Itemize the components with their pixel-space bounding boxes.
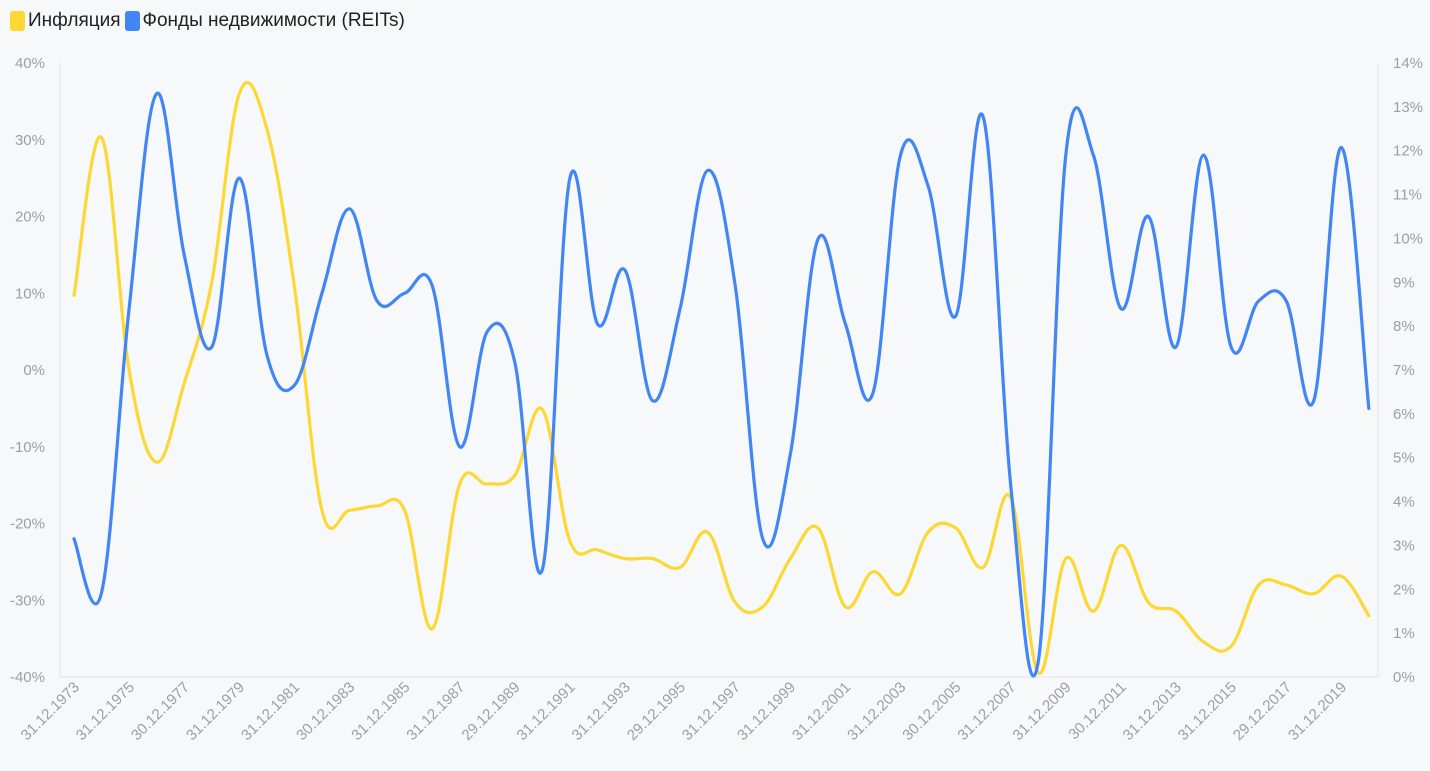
- y-right-tick-label: 2%: [1393, 581, 1415, 598]
- y-right-tick-label: 6%: [1393, 406, 1415, 423]
- legend: Инфляция Фонды недвижимости (REITs): [10, 10, 409, 32]
- x-tick-label: 31.12.1987: [403, 679, 468, 744]
- x-tick-label: 31.12.2007: [954, 679, 1019, 744]
- series-line-reits: [72, 92, 1371, 678]
- y-right-tick-label: 9%: [1393, 274, 1415, 291]
- legend-item-inflation[interactable]: Инфляция: [10, 10, 121, 32]
- y-left-tick-label: -30%: [10, 592, 45, 609]
- y-left-tick-label: 0%: [23, 362, 45, 379]
- y-right-tick-label: 12%: [1393, 143, 1423, 160]
- y-right-tick-label: 14%: [1393, 55, 1423, 72]
- x-tick-label: 31.12.2019: [1285, 679, 1350, 744]
- x-tick-label: 31.12.1975: [73, 679, 138, 744]
- x-tick-label: 30.12.2005: [899, 679, 964, 744]
- x-tick-label: 31.12.1981: [238, 679, 303, 744]
- x-tick-label: 31.12.1997: [679, 679, 744, 744]
- legend-swatch-reits: [124, 11, 140, 31]
- x-tick-label: 30.12.1983: [293, 679, 358, 744]
- y-right-tick-label: 13%: [1393, 99, 1423, 116]
- x-tick-label: 31.12.2013: [1120, 679, 1185, 744]
- y-left-tick-label: 20%: [15, 209, 45, 226]
- y-right-tick-label: 11%: [1393, 187, 1422, 204]
- x-tick-label: 31.12.1973: [18, 679, 83, 744]
- legend-swatch-inflation: [10, 11, 25, 31]
- y-right-tick-label: 3%: [1393, 537, 1415, 554]
- y-right-tick-label: 5%: [1393, 450, 1415, 467]
- series-line-inflation: [72, 80, 1371, 675]
- y-right-tick-label: 8%: [1393, 318, 1415, 335]
- series-layer: [72, 80, 1371, 678]
- y-left-tick-label: -40%: [10, 669, 45, 686]
- x-tick-label: 29.12.1995: [624, 679, 689, 744]
- x-tick-label: 31.12.2001: [789, 679, 854, 744]
- y-left-tick-label: -20%: [10, 516, 45, 533]
- x-tick-label: 30.12.1977: [128, 679, 193, 744]
- x-tick-label: 31.12.1991: [514, 679, 579, 744]
- y-left-tick-label: 10%: [15, 285, 45, 302]
- x-tick-label: 31.12.1999: [734, 679, 799, 744]
- x-tick-label: 31.12.2015: [1175, 679, 1240, 744]
- legend-label-reits: Фонды недвижимости (REITs): [142, 10, 405, 31]
- x-tick-label: 29.12.1989: [459, 679, 524, 744]
- y-right-tick-label: 4%: [1393, 494, 1415, 511]
- legend-label-inflation: Инфляция: [28, 10, 121, 31]
- y-right-tick-label: 1%: [1393, 625, 1415, 642]
- y-left-tick-label: 30%: [15, 132, 45, 149]
- y-right-tick-label: 10%: [1393, 230, 1423, 247]
- x-tick-label: 31.12.1979: [183, 679, 248, 744]
- x-tick-label: 31.12.2009: [1010, 679, 1075, 744]
- y-right-tick-label: 7%: [1393, 362, 1415, 379]
- x-tick-label: 31.12.2003: [844, 679, 909, 744]
- x-tick-label: 31.12.1985: [348, 679, 413, 744]
- y-left-tick-label: -10%: [10, 439, 45, 456]
- y-left-tick-label: 40%: [15, 55, 45, 72]
- x-tick-label: 29.12.2017: [1230, 679, 1295, 744]
- y-right-tick-label: 0%: [1393, 669, 1415, 686]
- axes: 40% 30% 20% 10% 0% -10% -20% -30% -40% 14% 13% 12% 1…: [10, 55, 1423, 744]
- legend-item-reits[interactable]: Фонды недвижимости (REITs): [124, 10, 405, 32]
- x-tick-label: 31.12.1993: [569, 679, 634, 744]
